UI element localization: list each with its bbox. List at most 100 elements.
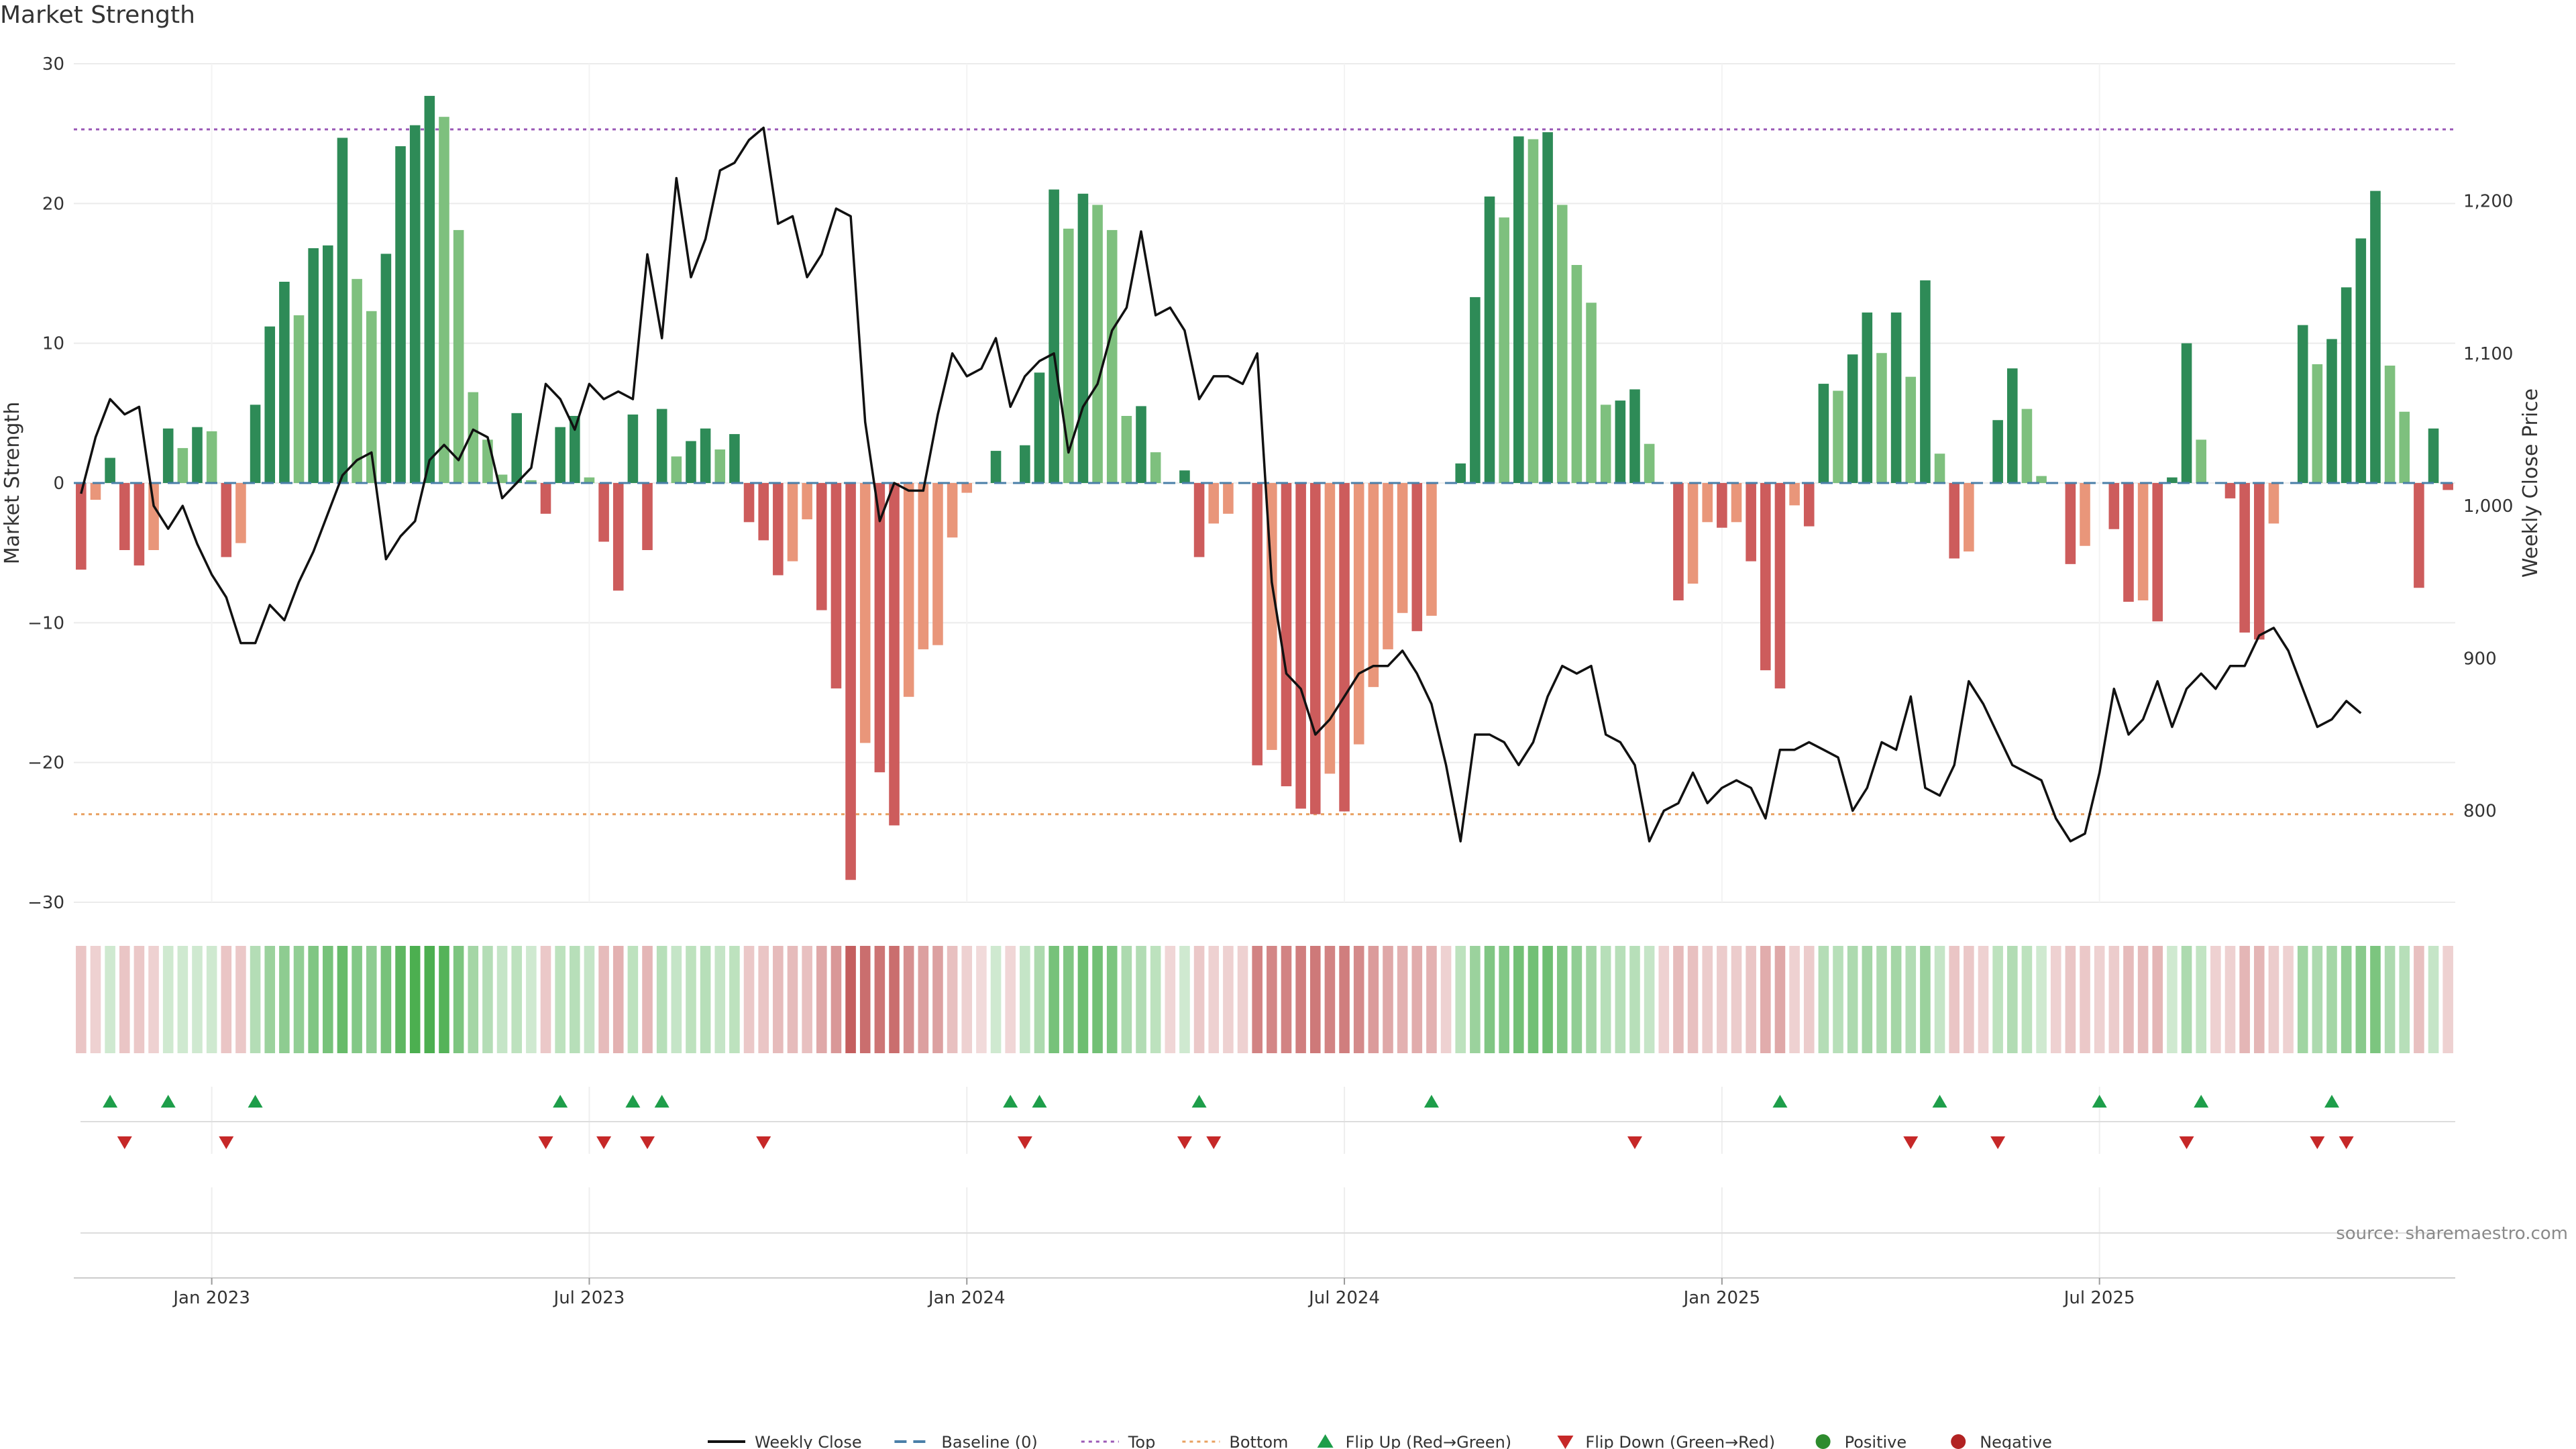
heatmap-cell-99 — [1513, 946, 1524, 1053]
heatmap-cell-49 — [787, 946, 798, 1053]
strength-bar-21 — [380, 254, 392, 483]
heatmap-cell-101 — [1542, 946, 1553, 1053]
strength-bar-151 — [2268, 483, 2279, 524]
heatmap-cell-72 — [1121, 946, 1132, 1053]
heatmap-cell-51 — [816, 946, 827, 1053]
heatmap-cell-108 — [1644, 946, 1655, 1053]
heatmap-cell-121 — [1833, 946, 1843, 1053]
strength-bar-142 — [2137, 483, 2149, 600]
y-left-axis-title: Market Strength — [1, 402, 24, 564]
strength-bar-4 — [133, 483, 145, 566]
strength-bar-129 — [1949, 483, 1960, 559]
strength-bar-126 — [1905, 376, 1917, 483]
strength-bar-144 — [2167, 477, 2178, 483]
heatmap-cell-147 — [2210, 946, 2221, 1053]
heatmap-cell-43 — [700, 946, 711, 1053]
flip-down-marker — [1903, 1136, 1919, 1149]
heatmap-cell-140 — [2108, 946, 2120, 1053]
strength-bar-127 — [1920, 280, 1931, 483]
legend-label: Bottom — [1229, 1433, 1288, 1449]
flip-down-marker — [640, 1136, 655, 1149]
y-left-tick-label: −10 — [28, 613, 64, 633]
strength-bar-19 — [352, 278, 362, 483]
x-tick-label: Jul 2023 — [553, 1288, 625, 1308]
strength-bar-154 — [2312, 364, 2323, 483]
legend-label: Positive — [1845, 1433, 1907, 1449]
weekly-close-line — [80, 126, 2362, 843]
heatmap-cell-125 — [1890, 946, 1902, 1053]
strength-bar-123 — [1862, 312, 1873, 483]
heatmap-cell-33 — [555, 946, 566, 1053]
strength-bar-30 — [511, 413, 523, 483]
heatmap-cell-71 — [1106, 946, 1118, 1053]
heatmap-cell-19 — [352, 946, 362, 1053]
strength-bar-158 — [2370, 191, 2381, 483]
legend-item-negative: Negative — [1951, 1433, 2052, 1449]
heatmap-cell-81 — [1252, 946, 1263, 1053]
strength-bar-61 — [961, 483, 973, 493]
legend-item-bottom: Bottom — [1182, 1433, 1288, 1449]
heatmap-cell-73 — [1136, 946, 1146, 1053]
strength-bar-25 — [439, 117, 449, 483]
strength-bar-41 — [671, 456, 682, 483]
strength-bar-83 — [1281, 483, 1292, 787]
heatmap-cell-58 — [918, 946, 929, 1053]
heatmap-cell-63 — [990, 946, 1002, 1053]
heatmap-cell-133 — [2006, 946, 2018, 1053]
flip-down-marker — [117, 1136, 132, 1149]
heatmap-cell-79 — [1223, 946, 1234, 1053]
heatmap-cell-67 — [1049, 946, 1059, 1053]
strength-bar-38 — [627, 414, 639, 483]
heatmap-cell-13 — [264, 946, 276, 1053]
strength-bar-96 — [1470, 297, 1481, 483]
legend-swatch-dot — [1951, 1434, 1966, 1449]
heatmap-cell-114 — [1731, 946, 1742, 1053]
x-axis: Jan 2023 Jul 2023 Jan 2024 Jul 2024 Jan 2025… — [74, 1277, 2455, 1308]
strength-bar-122 — [1847, 354, 1858, 483]
heatmap-cell-53 — [845, 946, 856, 1053]
axes: 30 20 10 0 −10 −20 −30 1,200 1,100 1,000 900 800 Mar… — [1, 54, 2542, 913]
x-tick-label: Jul 2024 — [1307, 1288, 1380, 1308]
heatmap-cell-104 — [1586, 946, 1597, 1053]
strength-bar-33 — [555, 427, 566, 483]
heatmap-cell-94 — [1440, 946, 1452, 1053]
strength-bar-118 — [1789, 483, 1800, 506]
strength-bar-55 — [874, 483, 885, 773]
threshold-lines — [74, 128, 2455, 816]
x-tick-label: Jan 2025 — [1682, 1288, 1761, 1308]
heatmap-cell-103 — [1571, 946, 1582, 1053]
flip-up-marker — [2194, 1095, 2209, 1108]
heatmap-cell-148 — [2224, 946, 2236, 1053]
strength-bar-93 — [1426, 483, 1437, 616]
y-left-tick-label: 0 — [53, 474, 64, 494]
flip-up-marker — [1191, 1095, 1207, 1108]
heatmap-cell-30 — [511, 946, 523, 1053]
strength-bar-135 — [2036, 476, 2047, 483]
strength-bar-72 — [1121, 416, 1132, 483]
flip-up-marker — [248, 1095, 263, 1108]
legend-label: Weekly Close — [755, 1433, 862, 1449]
heatmap-cell-42 — [686, 946, 696, 1053]
strength-bar-8 — [192, 427, 203, 483]
strength-bar-79 — [1223, 483, 1234, 514]
heatmap-cell-149 — [2239, 946, 2250, 1053]
heatmap-cell-56 — [889, 946, 900, 1053]
strength-bar-87 — [1339, 483, 1350, 812]
strength-bar-27 — [468, 392, 479, 483]
heatmap-cell-144 — [2167, 946, 2178, 1053]
strength-bar-16 — [308, 248, 319, 483]
heatmap-cell-48 — [773, 946, 784, 1053]
heatmap-cell-106 — [1615, 946, 1626, 1053]
strength-bar-85 — [1309, 483, 1321, 814]
strength-bar-98 — [1499, 217, 1509, 483]
heatmap-cell-39 — [642, 946, 653, 1053]
strength-bar-99 — [1513, 136, 1524, 484]
heatmap-cell-7 — [177, 946, 189, 1053]
heatmap-cell-50 — [802, 946, 812, 1053]
flip-markers — [80, 1087, 2455, 1278]
heatmap-cell-41 — [671, 946, 682, 1053]
strength-bar-10 — [221, 483, 232, 557]
strength-bar-57 — [903, 483, 914, 697]
strength-bar-134 — [2021, 409, 2033, 483]
strength-bar-138 — [2080, 483, 2090, 546]
